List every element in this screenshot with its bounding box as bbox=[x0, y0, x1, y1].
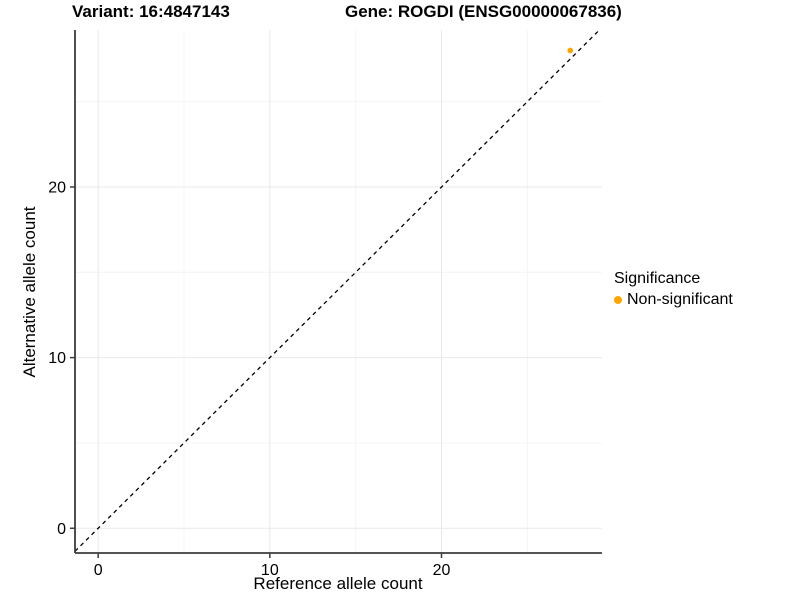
y-tick-label: 10 bbox=[48, 350, 66, 367]
x-axis-title: Reference allele count bbox=[253, 574, 423, 593]
plot-title-gene: Gene: ROGDI (ENSG00000067836) bbox=[345, 2, 622, 21]
x-tick-label: 20 bbox=[433, 562, 451, 579]
y-tick-label: 20 bbox=[48, 179, 66, 196]
plot-title-variant: Variant: 16:4847143 bbox=[72, 2, 230, 21]
legend-title: Significance bbox=[614, 270, 701, 287]
y-axis-title: Alternative allele count bbox=[20, 206, 39, 378]
legend-item-label: Non-significant bbox=[627, 291, 733, 308]
x-tick-label: 0 bbox=[94, 562, 103, 579]
identity-dashed-line bbox=[74, 29, 600, 552]
data-point bbox=[567, 47, 574, 54]
legend-point-icon bbox=[614, 295, 622, 304]
legend-item-non-significant: Non-significant bbox=[614, 289, 733, 310]
legend: Significance Non-significant bbox=[614, 268, 733, 310]
x-tick-label: 10 bbox=[261, 562, 279, 579]
y-tick-label: 0 bbox=[57, 521, 66, 538]
